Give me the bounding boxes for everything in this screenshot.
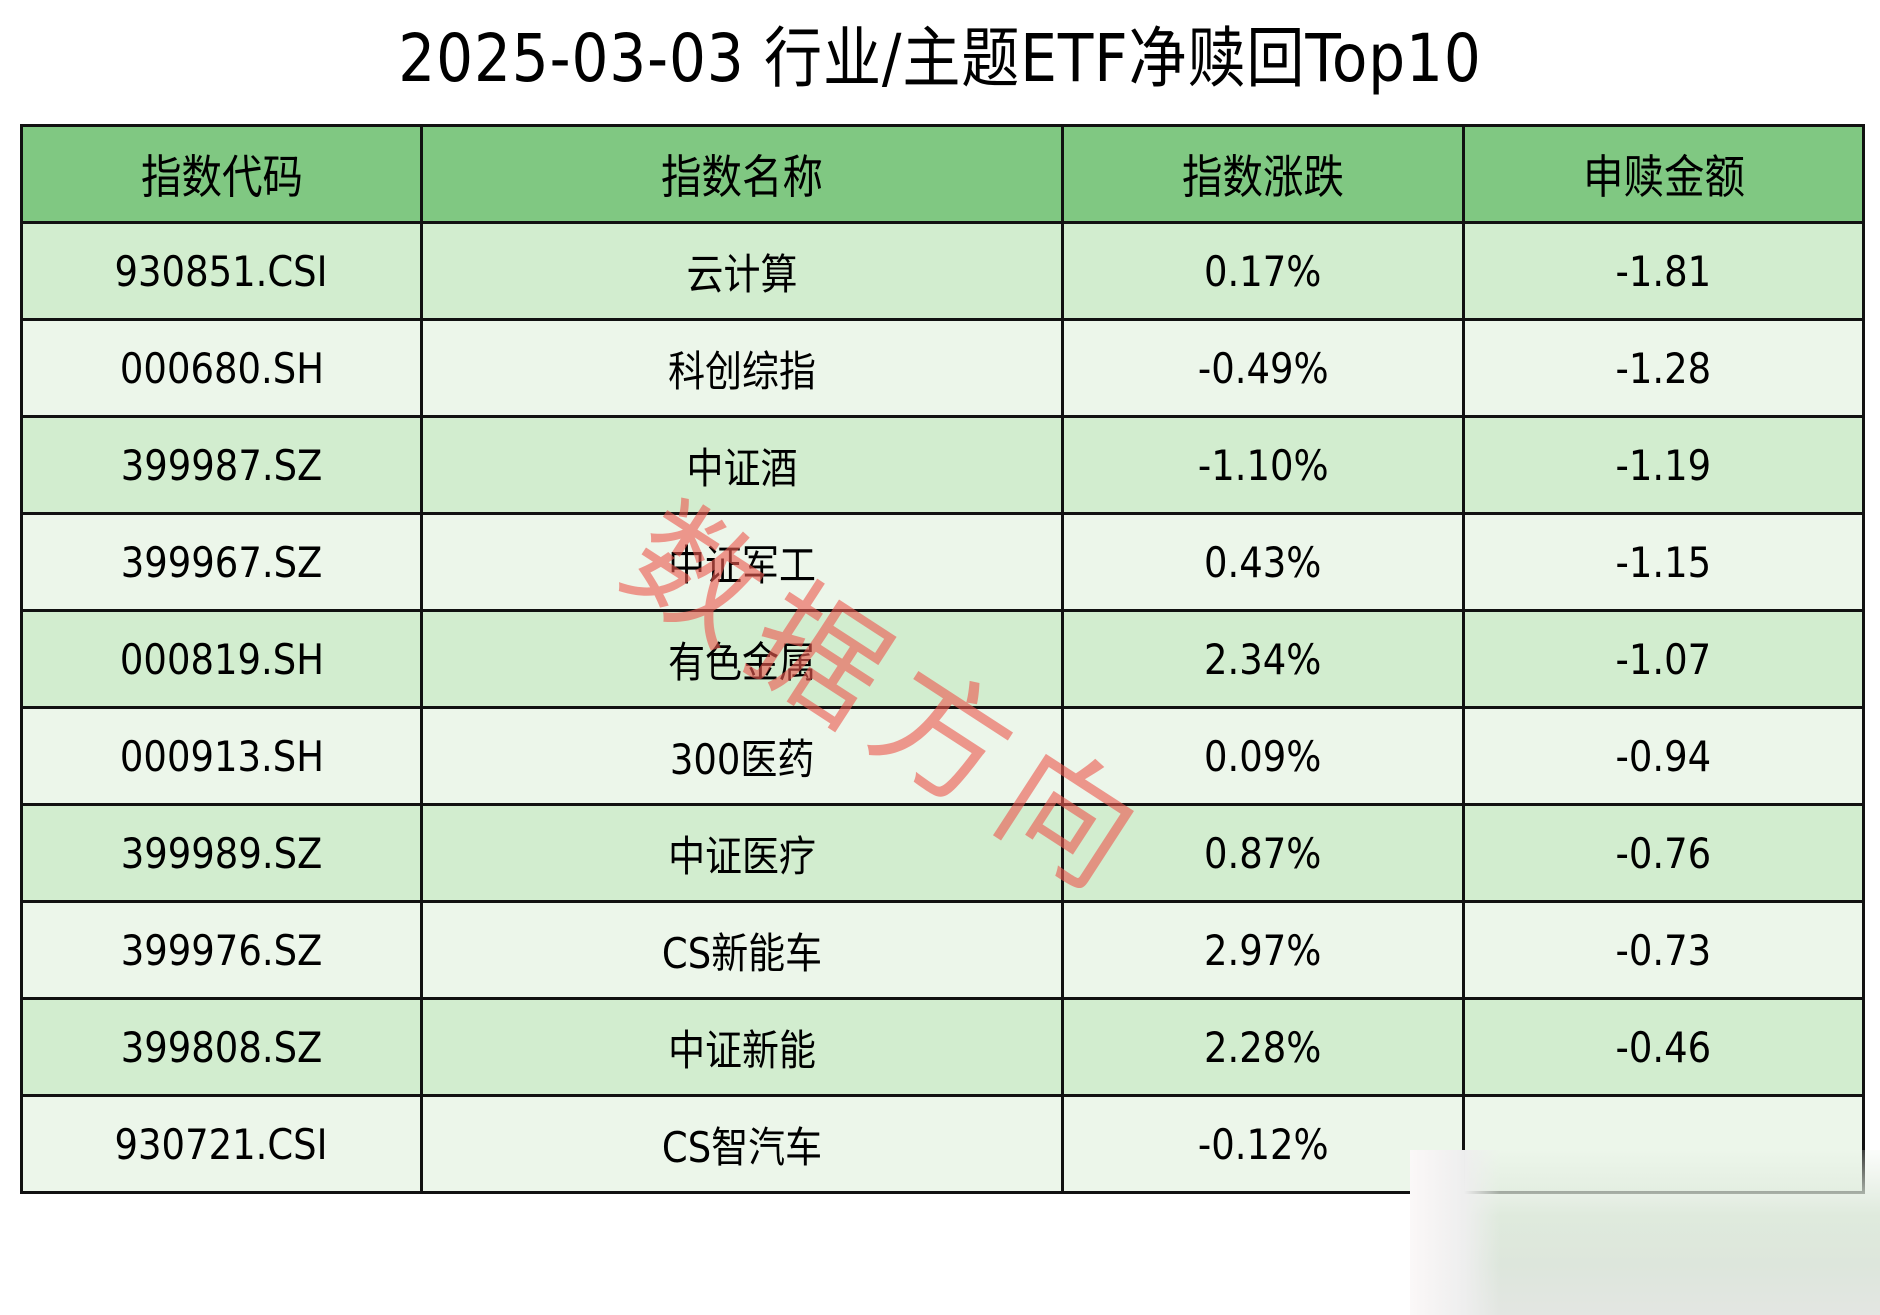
cell-name: 中证酒 (420, 415, 1064, 515)
table-row: 399989.SZ 中证医疗 0.87% -0.76 (20, 803, 1865, 903)
table-row: 399808.SZ 中证新能 2.28% -0.46 (20, 997, 1865, 1097)
table-row: 000680.SH 科创综指 -0.49% -1.28 (20, 318, 1865, 418)
cell-name: 中证新能 (420, 997, 1064, 1097)
header-index-change: 指数涨跌 (1061, 124, 1465, 224)
table-row: 930851.CSI 云计算 0.17% -1.81 (20, 221, 1865, 321)
table-row: 399987.SZ 中证酒 -1.10% -1.19 (20, 415, 1865, 515)
cell-code: 930851.CSI (20, 221, 423, 321)
header-index-name: 指数名称 (420, 124, 1064, 224)
cell-amount: -0.94 (1462, 706, 1865, 806)
cell-code: 930721.CSI (20, 1094, 423, 1194)
cell-change: 2.28% (1061, 997, 1465, 1097)
cell-name: 云计算 (420, 221, 1064, 321)
cell-code: 000913.SH (20, 706, 423, 806)
cell-amount: -1.15 (1462, 512, 1865, 612)
cell-amount: -1.81 (1462, 221, 1865, 321)
cell-name: CS智汽车 (420, 1094, 1064, 1194)
cell-code: 399976.SZ (20, 900, 423, 1000)
cell-amount: -0.76 (1462, 803, 1865, 903)
etf-redemption-table: 指数代码 指数名称 指数涨跌 申赎金额 930851.CSI 云计算 0.17%… (20, 124, 1865, 1194)
cell-change: 2.97% (1061, 900, 1465, 1000)
cell-code: 399989.SZ (20, 803, 423, 903)
cell-amount: -0.46 (1462, 997, 1865, 1097)
cell-change: 0.43% (1061, 512, 1465, 612)
page-title: 2025-03-03 行业/主题ETF净赎回Top10 (398, 20, 1482, 97)
cell-code: 000819.SH (20, 609, 423, 709)
cell-name: CS新能车 (420, 900, 1064, 1000)
cell-code: 399967.SZ (20, 512, 423, 612)
cell-amount: -0.73 (1462, 900, 1865, 1000)
table-row: 000819.SH 有色金属 2.34% -1.07 (20, 609, 1865, 709)
cell-change: 0.17% (1061, 221, 1465, 321)
cell-change: 0.09% (1061, 706, 1465, 806)
cell-change: -0.49% (1061, 318, 1465, 418)
cell-name: 有色金属 (420, 609, 1064, 709)
cell-change: 0.87% (1061, 803, 1465, 903)
header-index-code: 指数代码 (20, 124, 423, 224)
cell-name: 300医药 (420, 706, 1064, 806)
table-row: 000913.SH 300医药 0.09% -0.94 (20, 706, 1865, 806)
cell-amount: -1.07 (1462, 609, 1865, 709)
cell-change: -0.12% (1061, 1094, 1465, 1194)
cell-name: 中证医疗 (420, 803, 1064, 903)
table-row: 399976.SZ CS新能车 2.97% -0.73 (20, 900, 1865, 1000)
cell-change: 2.34% (1061, 609, 1465, 709)
cell-amount: -1.19 (1462, 415, 1865, 515)
cell-code: 399808.SZ (20, 997, 423, 1097)
cell-change: -1.10% (1061, 415, 1465, 515)
cell-amount: -1.28 (1462, 318, 1865, 418)
cell-code: 399987.SZ (20, 415, 423, 515)
table-header-row: 指数代码 指数名称 指数涨跌 申赎金额 (20, 124, 1865, 224)
cell-name: 中证军工 (420, 512, 1064, 612)
cell-code: 000680.SH (20, 318, 423, 418)
table-row: 399967.SZ 中证军工 0.43% -1.15 (20, 512, 1865, 612)
header-flow-amount: 申赎金额 (1462, 124, 1865, 224)
table-row: 930721.CSI CS智汽车 -0.12% (20, 1094, 1865, 1194)
cell-name: 科创综指 (420, 318, 1064, 418)
cell-amount (1462, 1094, 1865, 1194)
